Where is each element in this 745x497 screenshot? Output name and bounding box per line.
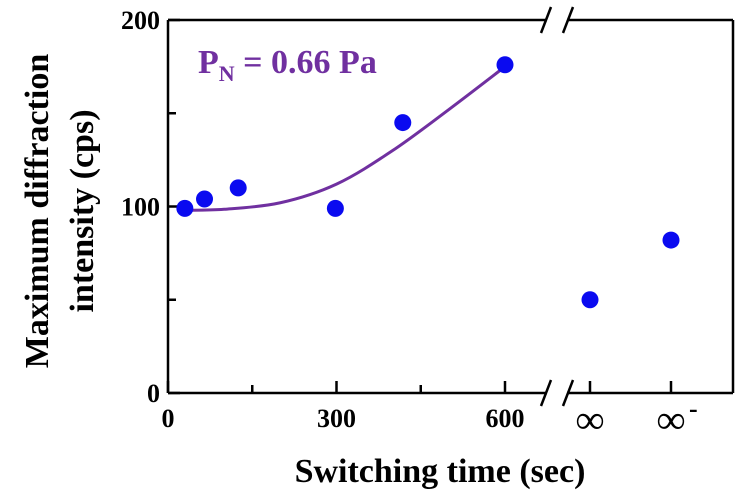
break-slash xyxy=(539,6,553,34)
data-point-infinity xyxy=(662,231,680,249)
annotation-rest: = 0.66 Pa xyxy=(235,44,377,81)
x-tick-label: 0 xyxy=(162,404,175,433)
x-axis-title: Switching time (sec) xyxy=(295,453,586,490)
data-point-infinity xyxy=(581,291,599,309)
x-tick-label: 600 xyxy=(486,404,525,433)
data-point xyxy=(229,179,247,197)
x-tick-labels: 0 300 600 ∞ ∞ - xyxy=(162,394,698,442)
plot-frame xyxy=(166,18,735,395)
data-point xyxy=(394,114,412,132)
break-slash xyxy=(561,6,575,34)
axis-ticks xyxy=(166,18,673,395)
y-axis-title-line1: Maximum diffraction xyxy=(19,54,56,369)
break-slash xyxy=(561,379,575,407)
data-point xyxy=(496,56,514,74)
y-tick-labels: 0 100 200 xyxy=(121,6,160,408)
y-axis-title-line2: intensity (cps) xyxy=(64,109,101,312)
y-tick-label: 200 xyxy=(121,6,160,35)
x-tick-label: 300 xyxy=(317,404,356,433)
y-tick-label: 0 xyxy=(147,379,160,408)
x-tick-label-infinity: ∞ xyxy=(576,397,605,442)
data-point xyxy=(326,199,344,217)
axis-break-marks xyxy=(539,6,575,407)
annotation-base: P xyxy=(198,44,219,81)
fit-curve xyxy=(184,65,506,212)
data-point xyxy=(196,190,214,208)
data-point xyxy=(176,199,194,217)
y-tick-label: 100 xyxy=(121,193,160,222)
x-tick-label-infinity-minus: ∞ xyxy=(657,397,686,442)
x-tick-label-minus-sign: - xyxy=(689,394,698,423)
break-slash xyxy=(539,379,553,407)
annotation-pn: PN = 0.66 Pa xyxy=(198,44,377,86)
annotation-subscript: N xyxy=(219,61,235,86)
data-points xyxy=(176,56,680,309)
